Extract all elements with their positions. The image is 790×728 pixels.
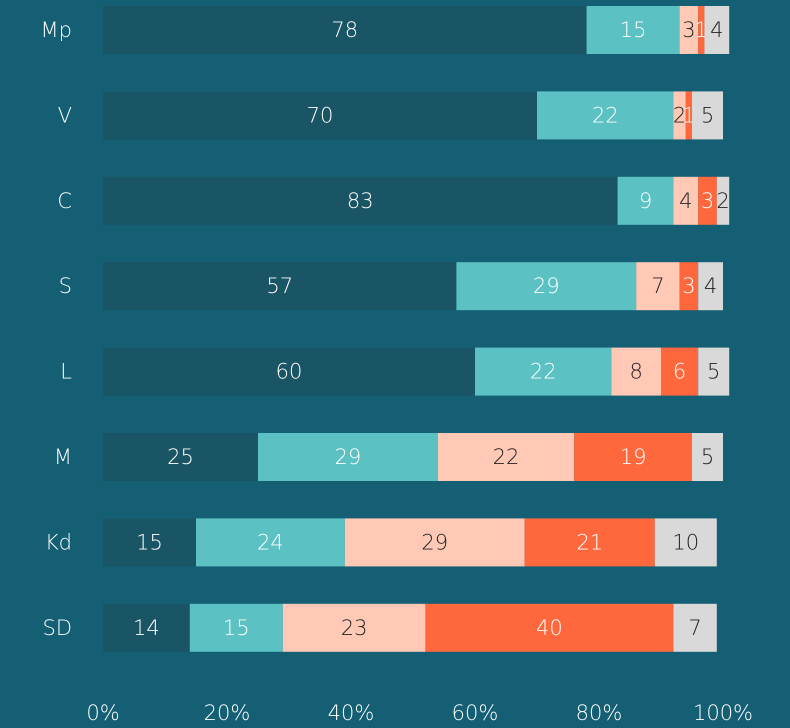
data-label: 21	[576, 530, 603, 554]
bar-segment	[196, 518, 345, 567]
bar-segment	[617, 176, 674, 225]
bar-segment	[537, 91, 674, 140]
data-label: 5	[707, 360, 720, 384]
data-label: 3	[701, 189, 714, 213]
data-label: 4	[704, 274, 717, 298]
bar-segment	[344, 518, 525, 567]
data-label: 8	[630, 360, 643, 384]
bar-segment	[425, 603, 674, 652]
data-label: 7	[688, 616, 701, 640]
x-tick-label: 100%	[693, 701, 753, 725]
bar-segment	[698, 176, 717, 225]
data-label: 4	[679, 189, 692, 213]
data-label: 24	[257, 530, 284, 554]
data-label: 15	[223, 616, 250, 640]
data-label: 15	[620, 18, 647, 42]
x-tick-label: 20%	[204, 701, 251, 725]
bar-segment	[189, 603, 283, 652]
bar-segment	[673, 603, 717, 652]
data-label: 22	[493, 445, 520, 469]
y-tick-label: SD	[42, 616, 72, 640]
bar-segment	[704, 6, 730, 54]
data-label: 3	[682, 18, 695, 42]
y-tick-label: M	[54, 445, 72, 469]
y-tick-label: Kd	[45, 530, 72, 554]
bar-segment	[716, 176, 730, 225]
bar-segment	[437, 433, 575, 481]
bar-segment	[673, 176, 699, 225]
bar-segment	[456, 262, 637, 311]
data-label: 29	[533, 274, 560, 298]
bar-segment	[698, 262, 723, 311]
bar-segment	[586, 6, 680, 54]
bar-segment	[103, 433, 258, 481]
x-tick-label: 0%	[86, 701, 119, 725]
bar-segment	[611, 347, 661, 396]
bar-segment	[636, 262, 680, 311]
bar-segment	[103, 347, 475, 396]
bar-segment	[685, 91, 692, 140]
x-tick-label: 80%	[576, 701, 623, 725]
bar-segment	[282, 603, 426, 652]
bar-segment	[679, 262, 699, 311]
bar-segment	[698, 347, 730, 396]
y-tick-label: V	[58, 103, 72, 127]
bar-segment	[654, 518, 717, 567]
bar-segment	[103, 91, 537, 140]
data-label: 83	[347, 189, 374, 213]
bar-segment	[103, 603, 190, 652]
y-tick-label: L	[60, 360, 72, 384]
bar-segment	[103, 176, 618, 225]
x-tick-label: 40%	[328, 701, 375, 725]
data-label: 6	[673, 360, 686, 384]
data-label: 3	[682, 274, 695, 298]
data-label: 5	[701, 445, 714, 469]
data-label: 60	[276, 360, 303, 384]
bar-segment	[574, 433, 692, 481]
bar-segment	[698, 6, 705, 54]
data-label: 23	[341, 616, 368, 640]
data-label: 2	[716, 189, 729, 213]
data-label: 78	[331, 18, 358, 42]
data-label: 29	[335, 445, 362, 469]
bar-segment	[258, 433, 438, 481]
bar-segment	[673, 91, 686, 140]
data-label: 57	[266, 274, 293, 298]
data-label: 7	[651, 274, 664, 298]
data-label: 10	[672, 530, 699, 554]
data-label: 22	[530, 360, 557, 384]
bar-segment	[661, 347, 699, 396]
y-tick-label: C	[57, 189, 72, 213]
data-label: 29	[421, 530, 448, 554]
data-label: 19	[620, 445, 647, 469]
data-label: 14	[133, 616, 160, 640]
bar-segment	[103, 262, 457, 311]
bar-segment	[103, 6, 587, 54]
x-tick-label: 60%	[452, 701, 499, 725]
data-label: 15	[136, 530, 163, 554]
bar-segment	[475, 347, 612, 396]
data-label: 5	[701, 103, 714, 127]
y-tick-label: Mp	[41, 18, 72, 42]
data-label: 25	[167, 445, 194, 469]
data-label: 70	[307, 103, 334, 127]
bar-segment	[524, 518, 655, 567]
bar-segment	[103, 518, 196, 567]
bar-segment	[692, 91, 723, 140]
data-label: 22	[592, 103, 619, 127]
data-label: 40	[536, 616, 563, 640]
data-label: 9	[639, 189, 652, 213]
data-label: 2	[673, 103, 686, 127]
bar-segment	[679, 6, 699, 54]
y-tick-label: S	[59, 274, 72, 298]
bar-segment	[692, 433, 723, 481]
data-label: 4	[710, 18, 723, 42]
